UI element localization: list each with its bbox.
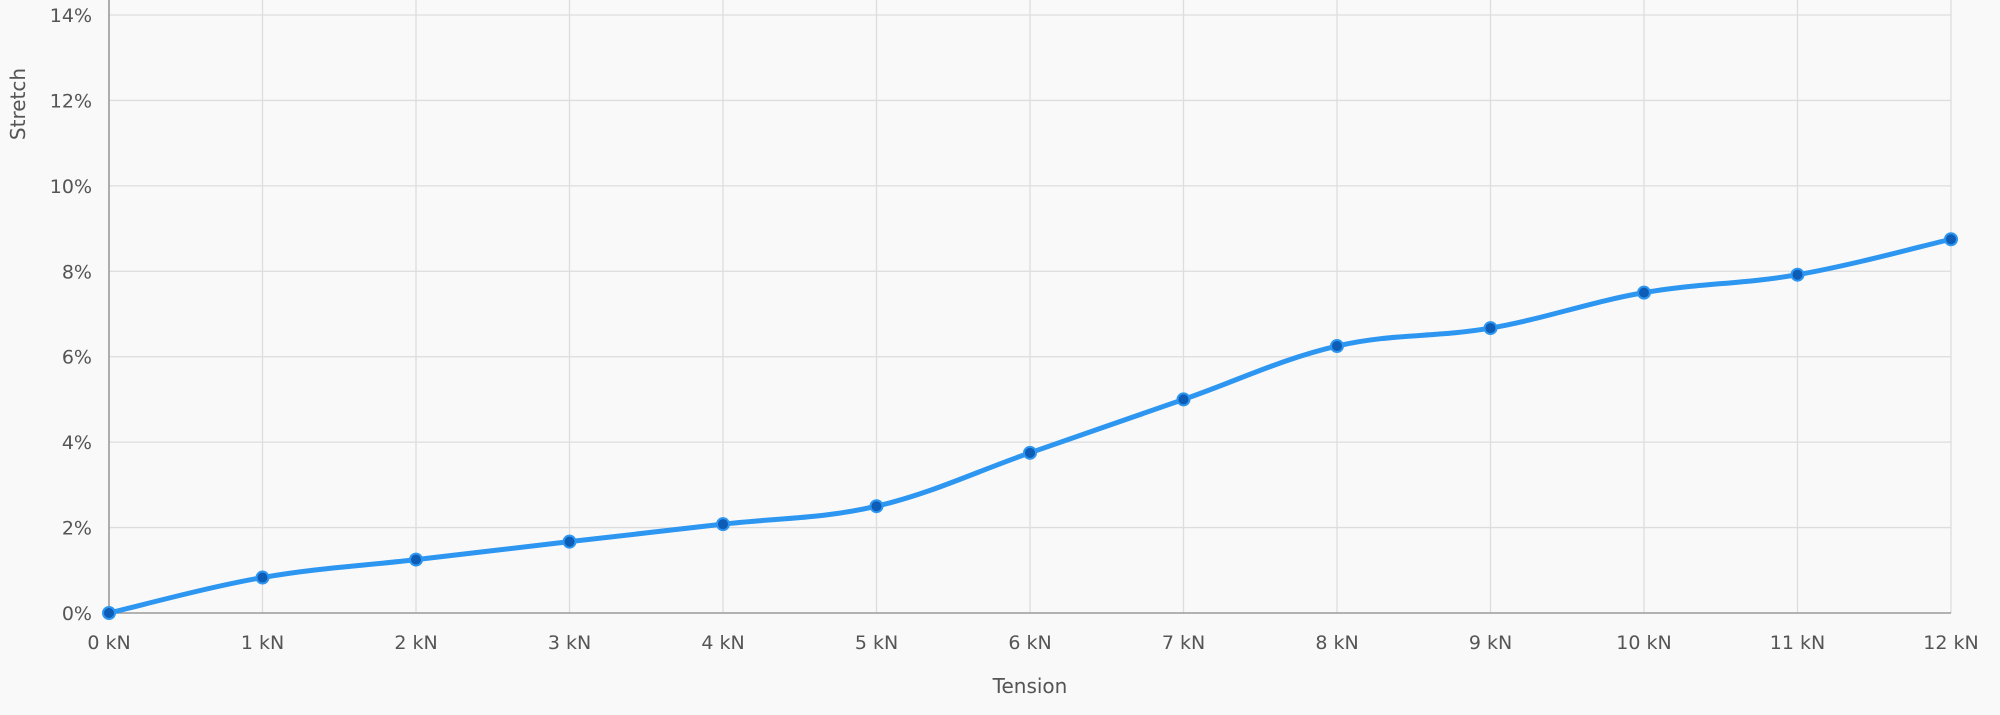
series-group [102,232,1958,620]
data-point[interactable] [1330,339,1344,354]
y-tick-label: 14% [50,5,92,27]
x-tick-label: 5 kN [855,632,898,654]
y-axis-ticks: 0% 2% 4% 6% 8% 10% 12% 14% [50,5,92,625]
y-tick-label: 4% [62,432,92,454]
data-point[interactable] [1176,392,1191,407]
data-point[interactable] [562,534,577,549]
x-axis-title: Tension [992,674,1068,698]
x-tick-label: 3 kN [548,632,591,654]
data-point[interactable] [1944,232,1958,247]
data-point[interactable] [1637,285,1651,300]
x-tick-label: 12 kN [1923,632,1978,654]
x-tick-label: 0 kN [87,632,130,654]
data-point[interactable] [102,606,116,620]
y-tick-label: 0% [62,603,92,625]
x-tick-label: 11 kN [1770,632,1825,654]
data-point[interactable] [1023,445,1037,460]
x-tick-label: 4 kN [701,632,744,654]
y-tick-label: 8% [62,261,92,283]
y-axis-title: Stretch [6,68,30,140]
axes [108,0,1951,614]
y-tick-label: 12% [50,90,92,112]
data-point[interactable] [716,517,730,532]
x-tick-label: 7 kN [1162,632,1205,654]
data-point[interactable] [409,552,423,567]
data-point[interactable] [1790,267,1805,282]
data-point[interactable] [1483,321,1498,336]
x-axis-ticks: 0 kN 1 kN 2 kN 3 kN 4 kN 5 kN 6 kN 7 kN 8 kN 9 kN… [87,632,1978,654]
y-tick-label: 2% [62,518,92,540]
x-tick-label: 9 kN [1469,632,1512,654]
data-point[interactable] [255,570,270,585]
data-point[interactable] [869,499,884,514]
x-tick-label: 6 kN [1008,632,1051,654]
x-tick-label: 2 kN [394,632,437,654]
y-tick-label: 6% [62,347,92,369]
y-tick-label: 10% [50,176,92,198]
grid [109,0,1952,613]
x-tick-label: 1 kN [241,632,284,654]
x-tick-label: 10 kN [1616,632,1671,654]
x-tick-label: 8 kN [1315,632,1358,654]
